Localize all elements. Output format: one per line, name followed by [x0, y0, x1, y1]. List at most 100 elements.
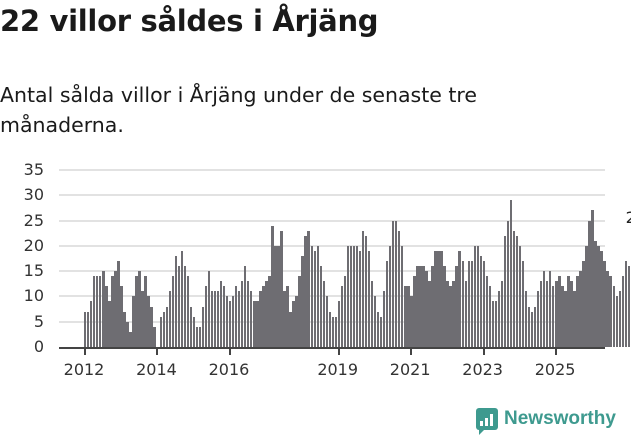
bar — [153, 326, 156, 347]
bar — [195, 326, 199, 347]
value-annotation: 22 — [625, 207, 631, 227]
bar — [588, 220, 591, 347]
bar — [231, 296, 235, 347]
bar — [307, 230, 310, 347]
bar — [198, 326, 202, 347]
bar — [431, 266, 434, 347]
bar — [162, 311, 165, 347]
bar — [108, 301, 111, 347]
bar — [207, 271, 211, 347]
bar — [177, 266, 180, 347]
bar — [537, 291, 540, 347]
bar — [126, 321, 129, 347]
bar — [331, 316, 335, 347]
bar — [606, 271, 609, 347]
bar — [449, 286, 452, 347]
bar — [591, 210, 594, 347]
bar — [382, 291, 386, 347]
bar — [147, 296, 150, 347]
brand-name: Newsworthy — [504, 408, 616, 429]
bar — [452, 281, 455, 347]
bar — [111, 276, 114, 347]
bar — [144, 276, 147, 347]
x-tick — [482, 349, 485, 355]
bar — [401, 245, 404, 347]
bar — [446, 281, 449, 347]
bar — [618, 291, 621, 347]
x-tick-label: 2014 — [136, 360, 177, 379]
bar — [271, 225, 274, 347]
bar — [292, 301, 295, 347]
bar — [555, 281, 558, 347]
bar — [443, 266, 446, 347]
bar — [543, 271, 546, 347]
bar — [132, 296, 135, 347]
bar — [310, 245, 313, 347]
bar — [579, 271, 582, 347]
bar — [612, 286, 615, 347]
bar — [533, 306, 537, 347]
bar — [328, 311, 331, 347]
page-subtitle: Antal sålda villor i Årjäng under de sen… — [0, 83, 478, 137]
bar — [461, 261, 464, 347]
bar — [597, 245, 600, 347]
bar — [355, 245, 359, 347]
bar — [298, 276, 301, 347]
x-axis — [59, 347, 605, 349]
bar — [615, 296, 618, 347]
bar — [428, 281, 431, 347]
bar — [546, 281, 549, 347]
bar — [467, 261, 470, 347]
bar — [171, 276, 174, 347]
bar — [216, 291, 220, 347]
bar — [358, 250, 362, 347]
bar — [90, 301, 93, 347]
bar — [183, 266, 187, 347]
bar — [549, 271, 552, 347]
bar — [352, 245, 356, 347]
bar — [241, 281, 244, 347]
newsworthy-logo[interactable]: Newsworthy — [476, 408, 616, 435]
bar — [289, 311, 292, 347]
bar — [364, 235, 368, 347]
bar — [186, 276, 190, 347]
bar — [244, 266, 247, 347]
bar — [494, 301, 498, 347]
x-tick — [156, 349, 159, 355]
y-tick-label: 30 — [23, 185, 44, 205]
bar — [500, 281, 504, 347]
bar — [416, 266, 419, 347]
bar — [222, 286, 226, 347]
bar — [376, 311, 380, 347]
bar — [337, 301, 341, 347]
bar — [141, 291, 144, 347]
bar — [455, 266, 458, 347]
bar — [256, 301, 259, 347]
bar — [621, 276, 624, 347]
bar — [189, 306, 193, 347]
bar — [564, 291, 567, 347]
bar — [373, 296, 377, 347]
x-tick — [410, 349, 413, 355]
bar — [346, 245, 350, 347]
bar — [159, 316, 162, 347]
bar — [585, 245, 588, 347]
bar — [349, 245, 353, 347]
bar — [213, 291, 217, 347]
bar — [395, 220, 398, 347]
bar — [265, 281, 268, 347]
bar — [485, 276, 489, 347]
bar — [105, 286, 108, 347]
bar — [464, 281, 467, 347]
bar-chart: 0510152025303522201220142016201920212023… — [0, 160, 631, 390]
bar — [361, 230, 365, 347]
bar — [434, 250, 437, 347]
bar — [322, 281, 325, 347]
bar — [286, 286, 289, 347]
bar — [325, 296, 328, 347]
bar — [410, 296, 413, 347]
bar — [180, 250, 184, 347]
bar — [250, 291, 253, 347]
bar — [482, 261, 486, 347]
x-tick — [555, 349, 558, 355]
